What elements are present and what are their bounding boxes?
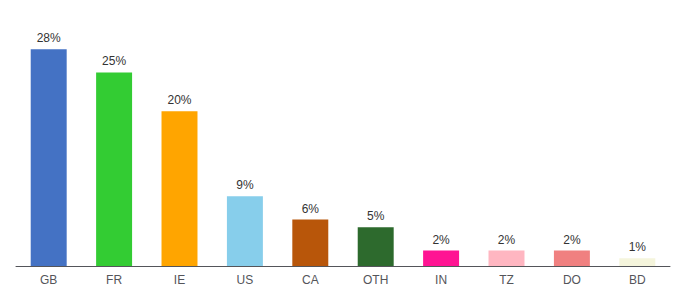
svg-text:IN: IN bbox=[435, 273, 447, 287]
svg-text:2%: 2% bbox=[498, 233, 516, 247]
svg-text:2%: 2% bbox=[563, 233, 581, 247]
svg-text:5%: 5% bbox=[367, 209, 385, 223]
svg-text:20%: 20% bbox=[167, 93, 191, 107]
svg-text:28%: 28% bbox=[37, 31, 61, 45]
svg-text:1%: 1% bbox=[629, 240, 647, 254]
svg-text:FR: FR bbox=[106, 273, 122, 287]
svg-text:25%: 25% bbox=[102, 54, 126, 68]
svg-text:6%: 6% bbox=[302, 202, 320, 216]
svg-text:CA: CA bbox=[302, 273, 319, 287]
svg-text:GB: GB bbox=[40, 273, 57, 287]
svg-text:BD: BD bbox=[629, 273, 646, 287]
svg-text:IE: IE bbox=[174, 273, 185, 287]
svg-text:US: US bbox=[237, 273, 254, 287]
svg-text:9%: 9% bbox=[236, 178, 254, 192]
svg-text:DO: DO bbox=[563, 273, 581, 287]
svg-text:OTH: OTH bbox=[363, 273, 388, 287]
svg-text:2%: 2% bbox=[432, 233, 450, 247]
svg-text:TZ: TZ bbox=[499, 273, 514, 287]
